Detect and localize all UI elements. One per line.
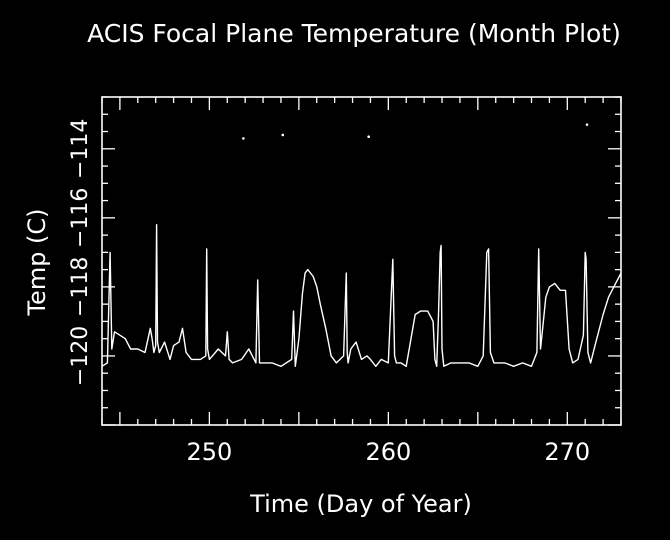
x-axis: 250 260 270 <box>101 97 622 466</box>
series-layer <box>101 123 622 367</box>
outlier-point <box>281 133 285 137</box>
y-tick-label: −116 <box>68 188 93 248</box>
outlier-point <box>367 135 370 139</box>
plot-frame <box>101 96 622 426</box>
y-axis: −120 −118 −116 −114 <box>68 96 621 426</box>
x-tick-label: 270 <box>544 438 590 466</box>
y-tick-label: −118 <box>68 257 93 317</box>
y-axis-label: Temp (C) <box>23 208 51 316</box>
outlier-point <box>585 123 589 126</box>
chart-title: ACIS Focal Plane Temperature (Month Plot… <box>87 19 621 48</box>
series-line <box>101 223 622 367</box>
outlier-point <box>242 137 245 140</box>
x-axis-label: Time (Day of Year) <box>249 490 472 518</box>
y-tick-label: −120 <box>68 326 93 386</box>
plot-area: 250 260 270 −120 −118 −116 −114 <box>68 96 622 466</box>
x-tick-label: 250 <box>186 438 232 466</box>
x-tick-label: 260 <box>365 438 411 466</box>
y-tick-label: −114 <box>68 119 93 179</box>
